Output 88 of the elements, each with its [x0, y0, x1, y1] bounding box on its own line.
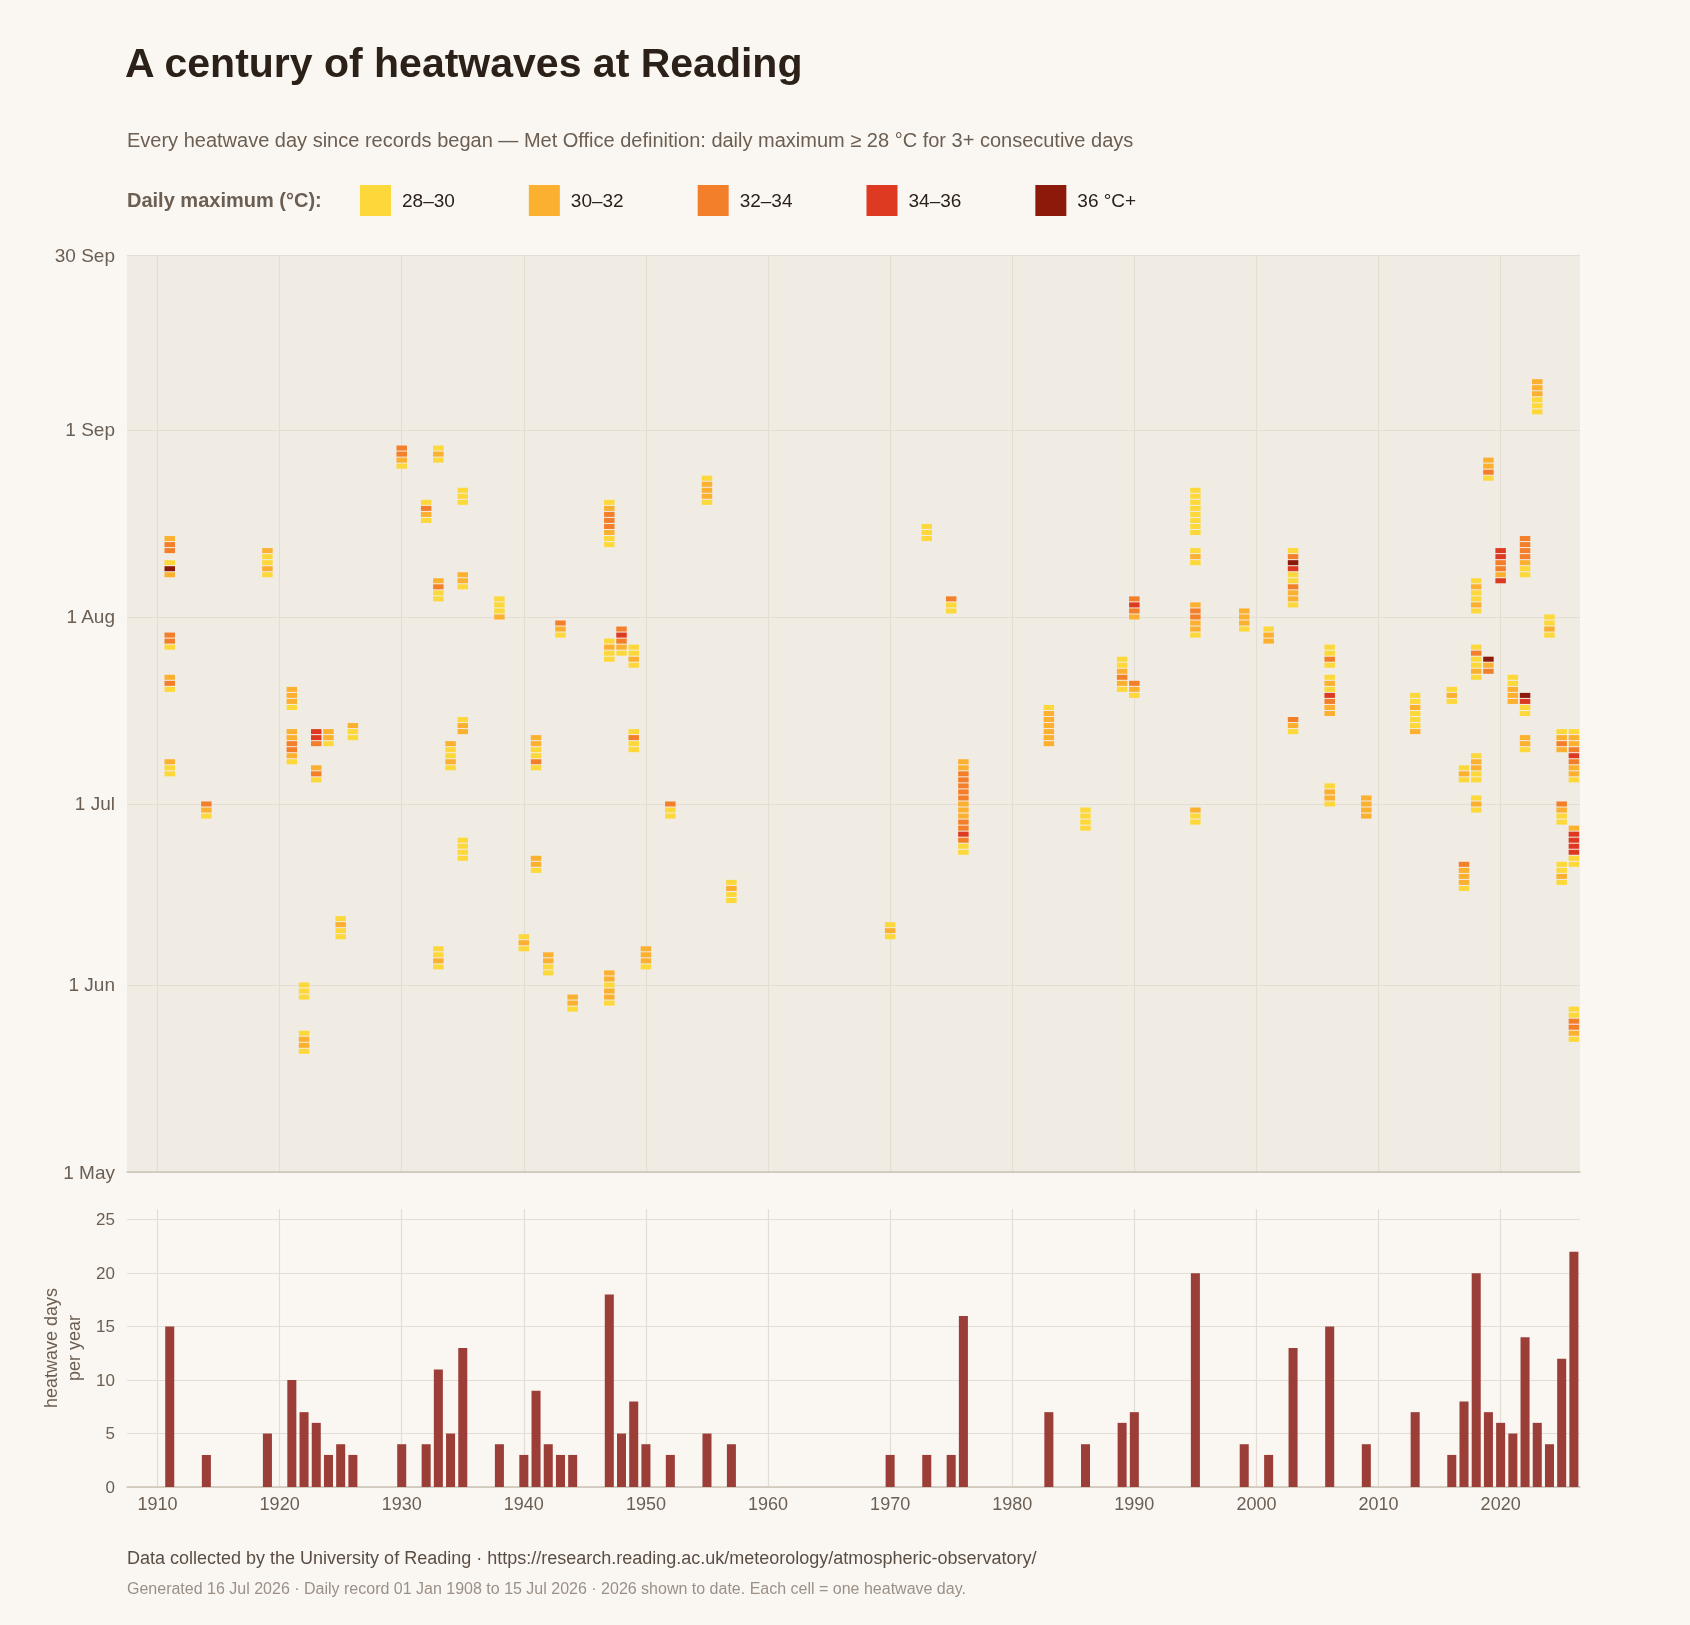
bar [543, 1444, 553, 1487]
x-tick-label: 2000 [1236, 1494, 1277, 1514]
x-tick-label: 2020 [1480, 1494, 1521, 1514]
bar [1508, 1433, 1518, 1487]
bar [922, 1454, 932, 1487]
bar [531, 1390, 541, 1487]
bar [1557, 1358, 1567, 1487]
y-tick-label: 1 May [63, 1161, 116, 1183]
x-tick-label: 1980 [992, 1494, 1033, 1514]
bar [1264, 1454, 1274, 1487]
legend-title: Daily maximum (°C): [127, 189, 322, 211]
bar [946, 1454, 956, 1487]
legend-label: 30–32 [570, 190, 624, 211]
bar [1410, 1412, 1420, 1487]
bar [604, 1294, 614, 1487]
bar [1239, 1444, 1249, 1487]
x-tick-label: 1990 [1114, 1494, 1155, 1514]
y-tick-label: 1 Jul [74, 793, 115, 815]
bar [494, 1444, 504, 1487]
y-tick-label: 25 [96, 1210, 115, 1230]
bar [287, 1380, 297, 1487]
bar [958, 1315, 968, 1487]
bar [311, 1422, 321, 1487]
bar [421, 1444, 431, 1487]
bar [201, 1454, 211, 1487]
y-tick-label: 1 Jun [68, 974, 115, 996]
bar [1080, 1444, 1091, 1487]
x-tick-label: 1940 [503, 1494, 544, 1514]
bar [726, 1444, 736, 1487]
x-tick-label: 1950 [625, 1494, 666, 1514]
bar [165, 1326, 175, 1487]
bar [885, 1454, 895, 1487]
y-tick-label: 1 Aug [66, 606, 115, 628]
bar [299, 1412, 309, 1487]
bar [1471, 1273, 1481, 1487]
bar [1129, 1412, 1139, 1487]
bar [1190, 1273, 1200, 1487]
bar [1569, 1251, 1579, 1487]
bar [1459, 1401, 1469, 1487]
x-tick-label: 1970 [870, 1494, 911, 1514]
x-tick-label: 1960 [748, 1494, 789, 1514]
bar [1483, 1412, 1493, 1487]
bar [323, 1454, 333, 1487]
bar [1361, 1444, 1371, 1487]
bar [568, 1454, 578, 1487]
y-tick-label: 1 Sep [65, 419, 115, 441]
legend-label: 28–30 [402, 190, 455, 211]
text: Data collected by the University of Reading · https://research.reading.ac.uk/meteorology/atmospheric-observatory/ [127, 1548, 1037, 1568]
bar [1288, 1348, 1298, 1487]
bar [641, 1444, 651, 1487]
bar [348, 1454, 358, 1487]
legend-label: 34–36 [908, 190, 962, 211]
y-axis-title: heatwave days per year [40, 1287, 84, 1409]
x-tick-label: 2010 [1358, 1494, 1399, 1514]
bar [458, 1348, 468, 1487]
text: Generated 16 Jul 2026 · Daily record 01 Jan 1908 to 15 Jul 2026 · 2026 shown to date. Each cell = one heatwave day. [127, 1579, 966, 1597]
bar [555, 1454, 565, 1487]
bar [1496, 1422, 1506, 1487]
bar [1532, 1422, 1542, 1487]
x-tick-label: 1920 [259, 1494, 300, 1514]
x-tick-label: 1930 [381, 1494, 422, 1514]
bar [336, 1444, 346, 1487]
bar [702, 1433, 712, 1487]
y-tick-label: 15 [96, 1317, 115, 1337]
y-tick-label: 0 [105, 1477, 115, 1497]
bar [1325, 1326, 1335, 1487]
legend-label: 36 °C+ [1077, 190, 1137, 211]
bar [1447, 1454, 1457, 1487]
bar [616, 1433, 627, 1487]
y-tick-label: 30 Sep [54, 244, 115, 266]
y-tick-label: 5 [105, 1424, 115, 1444]
bar [629, 1401, 639, 1487]
bar [446, 1433, 456, 1487]
bar [262, 1433, 272, 1487]
bar [433, 1369, 443, 1487]
y-tick-label: 20 [96, 1263, 115, 1283]
bar [519, 1454, 529, 1487]
legend-label: 32–34 [739, 190, 793, 211]
bar [1520, 1337, 1530, 1487]
chart-title: A century of heatwaves at Reading [125, 39, 803, 86]
bar [1117, 1422, 1127, 1487]
y-tick-label: 10 [96, 1370, 115, 1390]
x-tick-label: 1910 [137, 1494, 178, 1514]
bar [397, 1444, 407, 1487]
chart-subtitle: Every heatwave day since records began — Met Office definition: daily maximum ≥ 28 °C for 3+ consecutive days [127, 129, 1134, 151]
bar [1544, 1444, 1554, 1487]
bar [665, 1454, 675, 1487]
bar [1044, 1412, 1054, 1487]
